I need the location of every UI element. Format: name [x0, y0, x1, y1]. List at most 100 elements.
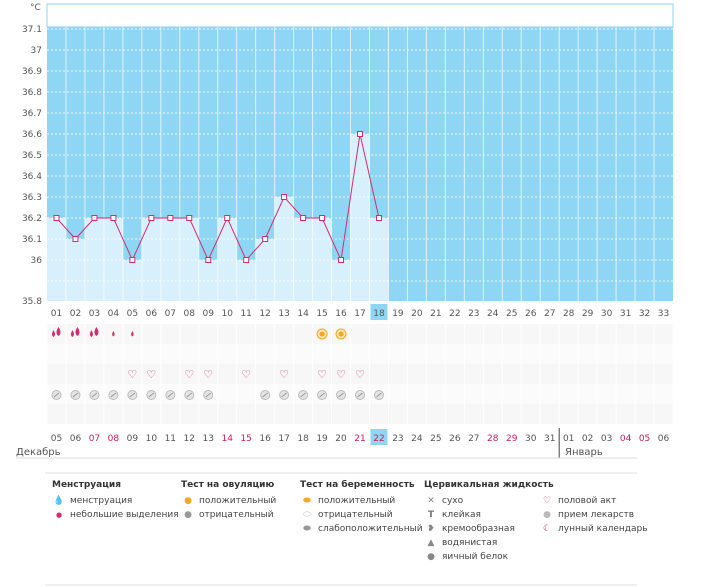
- temperature-point: [167, 215, 174, 221]
- orange-circle-icon: ●: [184, 496, 192, 506]
- legend-item: ● отрицательный: [181, 508, 276, 522]
- heart-icon: ♡: [317, 368, 327, 381]
- ovulation-positive-icon: [319, 331, 325, 337]
- date-label: 05: [51, 434, 62, 444]
- cycle-day-label: 27: [544, 309, 555, 319]
- light-drop-icon: [112, 331, 115, 337]
- legend-item: ▲ водянистая: [424, 536, 554, 550]
- cycle-day-label: 17: [354, 309, 365, 319]
- egg-white-icon: ●: [427, 552, 435, 562]
- date-label: 28: [487, 434, 499, 444]
- heart-icon: ♡: [336, 368, 346, 381]
- temperature-point: [375, 215, 382, 221]
- legend-menstruation: Менструация 💧 менструация ● небольшие выде…: [52, 480, 179, 522]
- y-tick-label: 36.1: [22, 235, 42, 245]
- temperature-point: [300, 215, 307, 221]
- month-label-start: Декабрь: [16, 447, 61, 458]
- menstruation-drop-icon: [75, 327, 80, 336]
- cycle-day-label: 11: [240, 309, 251, 319]
- y-tick-label: 36.5: [22, 151, 42, 161]
- cycle-day-label: 13: [278, 309, 289, 319]
- legend-pregnancy: Тест на беременность ⬬ положительный ⬭ отр…: [300, 480, 423, 536]
- temperature-point: [53, 215, 60, 221]
- legend-item: ⬬ положительный: [300, 494, 423, 508]
- cycle-day-label: 23: [468, 309, 479, 319]
- pill-icon: [72, 392, 79, 398]
- temperature-area-bar: [236, 260, 256, 301]
- cycle-day-label: 08: [184, 309, 196, 319]
- cycle-day-label: 01: [51, 309, 62, 319]
- cycle-day-label: 32: [639, 309, 650, 319]
- cycle-day-label: 21: [430, 309, 441, 319]
- date-label: 27: [468, 434, 479, 444]
- cycle-day-label: 25: [506, 309, 517, 319]
- heart-icon: ♡: [146, 368, 156, 381]
- legend-item: ● яичный белок: [424, 550, 554, 564]
- cycle-day-label: 20: [411, 309, 423, 319]
- ovulation-positive-icon: [338, 331, 344, 337]
- y-tick-label: 35.8: [22, 297, 42, 307]
- cycle-day-label: 07: [165, 309, 176, 319]
- chart-top-band: [46, 3, 674, 28]
- month-label-next: Январь: [565, 447, 603, 458]
- date-label: 22: [373, 434, 384, 444]
- white-oval-icon: ⬭: [303, 510, 311, 520]
- menstruation-drop-icon: [51, 330, 55, 337]
- pill-icon: [186, 392, 193, 398]
- date-label: 05: [639, 434, 650, 444]
- heart-icon: ♡: [203, 368, 213, 381]
- menstruation-drop-icon: [89, 330, 93, 337]
- heart-icon: ♡: [279, 368, 289, 381]
- pill-icon: [319, 392, 325, 398]
- cycle-day-label: 24: [487, 309, 499, 319]
- temperature-area-bar: [274, 197, 294, 301]
- date-label: 31: [544, 434, 555, 444]
- date-label: 26: [449, 434, 461, 444]
- pill-icon: [148, 392, 155, 398]
- date-label: 21: [354, 434, 365, 444]
- marker-row: [47, 364, 673, 384]
- light-drop-icon: [131, 331, 134, 337]
- t-icon: T: [427, 510, 435, 520]
- date-label: 12: [184, 434, 195, 444]
- date-label: 14: [221, 434, 233, 444]
- heart-icon: ♡: [355, 368, 365, 381]
- pill-icon: [300, 392, 306, 398]
- moon-icon: ☾: [542, 524, 552, 534]
- legend-item: ⬭ отрицательный: [300, 508, 423, 522]
- date-label: 13: [203, 434, 214, 444]
- cycle-day-label: 26: [525, 309, 537, 319]
- cycle-day-label: 31: [620, 309, 631, 319]
- legend-item: ● прием лекарств: [540, 508, 648, 522]
- temperature-area-bar: [255, 239, 275, 301]
- gray-oval-icon: ⬬: [303, 524, 311, 534]
- small-drop-icon: ●: [55, 511, 63, 519]
- cycle-day-label: 30: [601, 309, 613, 319]
- temperature-point: [91, 215, 98, 221]
- date-label: 01: [563, 434, 574, 444]
- cycle-day-label: 29: [582, 309, 594, 319]
- menstruation-drop-icon: [70, 330, 74, 337]
- cycle-day-label: 09: [203, 309, 215, 319]
- pill-icon: [91, 392, 98, 398]
- legend-item: ♡ половой акт: [540, 494, 648, 508]
- y-tick-label: 36.8: [22, 88, 42, 98]
- y-tick-label: 36.2: [22, 214, 42, 224]
- cycle-day-label: 16: [335, 309, 347, 319]
- date-label: 20: [335, 434, 347, 444]
- pill-icon: [110, 392, 117, 398]
- legend-item: ⬬ слабоположительный: [300, 522, 422, 536]
- temperature-point: [148, 215, 155, 221]
- pill-icon: [167, 392, 174, 398]
- cream-icon: ❥: [427, 524, 435, 534]
- date-label: 24: [411, 434, 423, 444]
- date-label: 02: [582, 434, 593, 444]
- marker-row: [47, 344, 673, 364]
- date-label: 18: [297, 434, 309, 444]
- pill-icon: ●: [543, 510, 551, 520]
- cycle-day-label: 14: [297, 309, 309, 319]
- legend-item: 💧 менструация: [53, 496, 133, 506]
- pill-icon: [376, 392, 382, 398]
